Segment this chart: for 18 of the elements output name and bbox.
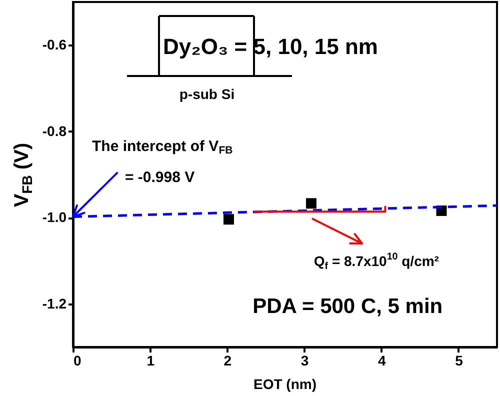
annotation: p-sub Si: [179, 86, 235, 102]
annotation: PDA = 500 C, 5 min: [252, 295, 443, 318]
x-tick-label: 0: [74, 352, 82, 368]
y-tick-label: -0.8: [42, 122, 67, 139]
annotation: Dy₂O₃ = 5, 10, 15 nm: [163, 34, 378, 59]
y-axis-title: VFB (V): [11, 142, 35, 208]
x-axis-title: EOT (nm): [254, 376, 316, 392]
point: [223, 214, 234, 225]
x-tick-label: 4: [378, 352, 386, 368]
point: [306, 198, 316, 209]
y-tick-label: -1.0: [42, 209, 67, 226]
x-tick-label: 3: [300, 352, 309, 368]
y-tick-label: -1.2: [42, 295, 67, 312]
x-tick-label: 5: [455, 352, 464, 368]
y-tick-label: -0.6: [42, 36, 67, 53]
x-tick-label: 1: [146, 352, 155, 368]
annotation: = -0.998 V: [125, 169, 195, 186]
x-tick-label: 2: [224, 352, 232, 368]
